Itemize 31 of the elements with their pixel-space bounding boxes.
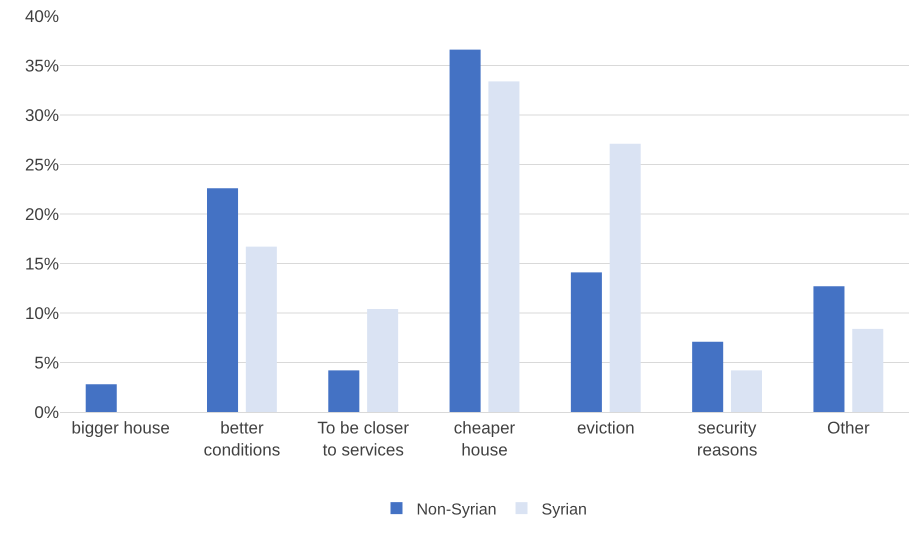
bar	[367, 309, 398, 412]
x-tick-label: better conditions	[204, 418, 280, 460]
bar	[692, 342, 724, 412]
x-tick-label: To be closer to services	[317, 418, 410, 460]
bar	[207, 188, 238, 412]
x-tick-label: cheaper house	[454, 418, 516, 460]
y-tick-label: 20%	[24, 204, 59, 224]
bar	[730, 370, 762, 412]
bar	[86, 384, 117, 412]
bar	[610, 144, 641, 412]
bar	[813, 286, 844, 412]
y-tick-label: 10%	[24, 304, 59, 323]
x-tick-label: security reasons	[696, 418, 758, 460]
y-tick-label: 25%	[24, 155, 59, 174]
y-tick-label: 15%	[24, 254, 59, 274]
x-tick-label: bigger house	[71, 418, 170, 438]
bar	[246, 246, 277, 412]
bar	[852, 328, 884, 412]
legend-label: Non-Syrian	[416, 501, 497, 518]
bar	[488, 81, 520, 412]
y-tick-label: 35%	[24, 56, 59, 76]
bar	[450, 50, 481, 412]
legend-label: Syrian	[542, 501, 587, 518]
bar	[570, 272, 602, 412]
y-tick-label: 5%	[34, 353, 59, 372]
x-tick-label: Other	[827, 418, 870, 438]
x-tick-label: eviction	[576, 418, 635, 438]
y-tick-label: 40%	[24, 6, 59, 26]
y-tick-label: 0%	[34, 402, 59, 422]
bar	[328, 370, 360, 412]
y-tick-label: 30%	[24, 106, 59, 125]
